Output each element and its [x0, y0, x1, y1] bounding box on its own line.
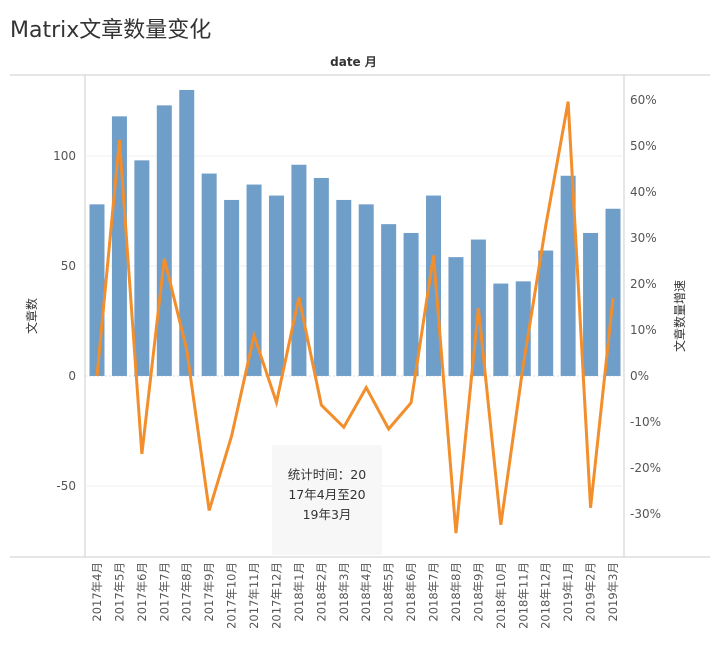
bar — [403, 232, 419, 376]
x-tick-label: 2018年6月 — [404, 562, 418, 622]
x-tick-label: 2017年5月 — [112, 562, 126, 622]
x-tick-label: 2018年10月 — [494, 562, 508, 629]
x-tick-label: 2018年7月 — [427, 562, 441, 622]
x-tick-label: 2018年9月 — [471, 562, 485, 622]
chart-title: Matrix文章数量变化 — [10, 18, 212, 43]
annotation-box: 统计时间：20 17年4月至20 19年3月 — [272, 445, 382, 555]
x-tick-label: 2017年9月 — [202, 562, 216, 622]
annotation-line: 19年3月 — [302, 507, 352, 522]
bar — [89, 204, 105, 376]
bar — [246, 184, 262, 376]
x-tick-label: 2019年1月 — [561, 562, 575, 622]
left-tick-label: 100 — [53, 149, 76, 163]
x-tick-label: 2017年11月 — [247, 562, 261, 629]
x-tick-label: 2018年4月 — [359, 562, 373, 622]
growth-line — [95, 101, 615, 534]
x-tick-label: 2017年8月 — [180, 562, 194, 622]
bar — [538, 250, 554, 376]
x-tick-label: 2017年12月 — [269, 562, 283, 629]
right-tick-label: -20% — [630, 461, 661, 475]
bar — [381, 224, 397, 376]
left-tick-label: 50 — [61, 259, 76, 273]
bar — [358, 204, 374, 376]
x-tick-label: 2018年5月 — [382, 562, 396, 622]
bar — [179, 89, 195, 376]
x-tick-label: 2019年2月 — [584, 562, 598, 622]
right-axis-title: 文章数量增速 — [672, 280, 687, 352]
right-tick-label: 60% — [630, 93, 657, 107]
x-tick-label: 2018年2月 — [314, 562, 328, 622]
left-tick-label: 0 — [68, 369, 76, 383]
bar — [156, 105, 172, 376]
right-tick-label: 40% — [630, 185, 657, 199]
right-tick-label: 30% — [630, 231, 657, 245]
bar — [336, 199, 352, 376]
bar — [426, 195, 442, 376]
bar — [268, 195, 284, 376]
right-tick-label: -30% — [630, 507, 661, 521]
left-axis-title: 文章数 — [24, 298, 39, 334]
x-tick-label: 2017年6月 — [135, 562, 149, 622]
x-tick-label: 2017年10月 — [225, 562, 239, 629]
left-tick-label: -50 — [56, 479, 76, 493]
x-tick-label: 2018年1月 — [292, 562, 306, 622]
bar — [201, 173, 217, 376]
bar — [560, 175, 576, 376]
right-tick-label: 0% — [630, 369, 649, 383]
x-tick-label: 2019年3月 — [606, 562, 620, 622]
right-tick-label: -10% — [630, 415, 661, 429]
x-axis-title: date 月 — [330, 55, 377, 69]
annotation-line: 统计时间：20 — [287, 467, 367, 482]
bar — [493, 283, 509, 376]
x-tick-label: 2018年3月 — [337, 562, 351, 622]
x-tick-label: 2018年12月 — [539, 562, 553, 629]
bar — [515, 281, 531, 376]
x-tick-label: 2018年8月 — [449, 562, 463, 622]
bar — [291, 164, 307, 376]
bar — [224, 199, 240, 376]
bar — [134, 160, 150, 376]
bar — [583, 232, 599, 376]
x-tick-label: 2017年4月 — [90, 562, 104, 622]
right-tick-label: 10% — [630, 323, 657, 337]
right-tick-label: 20% — [630, 277, 657, 291]
x-tick-label: 2018年11月 — [516, 562, 530, 629]
bar — [313, 177, 329, 376]
x-tick-label: 2017年7月 — [157, 562, 171, 622]
bar — [448, 257, 464, 376]
right-tick-label: 50% — [630, 139, 657, 153]
annotation-line: 17年4月至20 — [288, 487, 366, 502]
